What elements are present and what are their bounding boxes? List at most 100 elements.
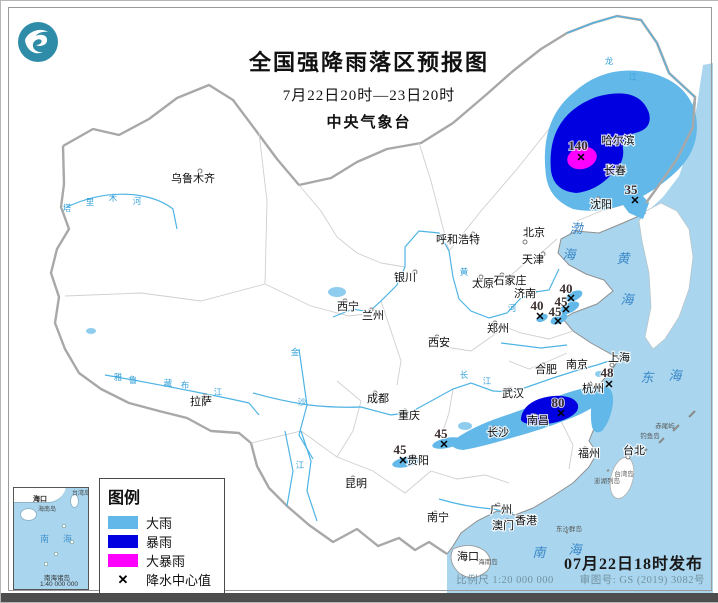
rain-center-x-mark: ✕: [630, 195, 639, 207]
city-label: 郑州: [487, 321, 509, 335]
rain-area-severe-storm: [567, 146, 597, 170]
river-label: 河: [133, 196, 142, 206]
legend-title: 图例: [108, 490, 141, 507]
city-label: 福州: [578, 446, 600, 460]
inset-taiwan-label: 台湾岛: [72, 491, 89, 497]
city-label: 合肥: [535, 362, 557, 376]
inset-haikou-label: 海口: [33, 496, 47, 503]
river-label: 鲁: [129, 375, 138, 385]
city-dot: [587, 381, 593, 387]
rain-center-value: 45: [394, 442, 408, 457]
inset-islands-label: 南海诸岛: [44, 575, 70, 582]
city-dot: [532, 413, 538, 419]
inset-island-dot: [54, 552, 58, 556]
city-dot: [342, 298, 348, 304]
valid-period: 7月22日20时—23日20时: [282, 88, 456, 104]
city-label: 西安: [428, 335, 450, 349]
approval-number: 审图号: GS (2019) 3082号: [579, 575, 705, 586]
rainstorm-swatch: [108, 535, 138, 548]
city-dot: [517, 514, 523, 520]
sea-label: 海: [668, 368, 683, 383]
city-dot: [499, 272, 505, 278]
rain-center-x-mark: ✕: [553, 316, 562, 328]
river-label: 里: [86, 197, 95, 207]
city-dot: [410, 453, 416, 459]
city-label: 哈尔滨: [602, 133, 635, 147]
city-label: 北京: [523, 225, 545, 239]
sea-label: 海: [568, 542, 583, 557]
country-border-south: [49, 145, 448, 555]
rain-center-value: 140: [568, 138, 588, 153]
city-dot: [582, 446, 588, 452]
city-dot: [495, 502, 501, 508]
city-label: 成都: [367, 392, 389, 405]
city-label: 广州: [490, 503, 512, 516]
river-label: 金: [291, 347, 300, 357]
city-label: 拉萨: [190, 394, 212, 408]
river-label: 布: [181, 380, 190, 390]
rain-center-value: 45: [555, 294, 569, 309]
release-time: 07月22日18时发布: [563, 556, 703, 573]
island-chain: [565, 410, 696, 534]
city-label: 香港: [515, 514, 537, 527]
city-dot: [368, 307, 374, 313]
city-dot: [197, 168, 203, 174]
rain-center-value: 45: [435, 426, 449, 441]
rain-center-values: 140✕35✕40✕45✕45✕40✕48✕80✕45✕45✕: [393, 137, 640, 467]
city-label: 长沙: [487, 426, 509, 439]
city-label: 海口: [457, 549, 479, 563]
legend-item-rainstorm: 暴雨: [108, 532, 216, 551]
river-label: 黄: [460, 267, 469, 277]
city-dot: [350, 475, 356, 481]
south-china-sea-inset-map: 海口 海南岛 台湾岛 南海 南海诸岛 1:40 000 000: [13, 487, 89, 590]
rain-center-x-mark: ✕: [556, 408, 565, 420]
island-label: 钓鱼岛: [640, 431, 660, 440]
city-dot: [372, 390, 378, 396]
title-block: 全国强降雨落区预报图 7月22日20时—23日20时 中央气象台: [214, 45, 524, 132]
city-dot: [434, 334, 440, 340]
sea-label: 海: [562, 247, 577, 262]
heilongjiang-river-over: [566, 15, 696, 98]
korea-landmass: [638, 202, 694, 350]
city-dot: [570, 358, 576, 364]
city-dot: [531, 289, 537, 295]
city-label: 天津: [522, 253, 544, 266]
city-label: 西宁: [337, 299, 359, 313]
island-label: 东沙群岛: [556, 524, 582, 533]
city-dot: [402, 408, 408, 414]
heavy-rain-swatch: [108, 516, 138, 529]
inset-island-dot: [70, 540, 74, 544]
river-label: 沙: [298, 397, 307, 407]
city-label: 贵阳: [407, 454, 429, 467]
inset-taiwan-island: [70, 494, 79, 508]
lakes: [86, 287, 603, 430]
island-label: 台湾岛: [614, 469, 634, 478]
city-label: 银川: [394, 270, 416, 284]
rain-center-value: 80: [552, 395, 565, 410]
sea-label: 东: [640, 370, 655, 385]
city-dot: [609, 362, 615, 368]
legend-item-severe-rainstorm: 大暴雨: [108, 551, 216, 570]
page-title: 全国强降雨落区预报图: [248, 50, 489, 75]
city-dot: [606, 163, 612, 169]
sea-label: 南: [532, 545, 547, 560]
river-label: 长: [460, 370, 469, 380]
island-label: 澎湖列岛: [594, 476, 620, 485]
rain-center-value: 40: [560, 281, 573, 296]
agency-name: 中央气象台: [326, 114, 412, 131]
rain-center-value: 45: [549, 304, 563, 319]
severe-rainstorm-swatch: [108, 554, 138, 567]
river-label: 江: [214, 387, 223, 397]
city-dot: [492, 320, 498, 326]
city-label: 上海: [608, 350, 630, 364]
city-label: 台北: [623, 443, 645, 457]
city-dot: [540, 362, 546, 368]
inset-island-dot: [44, 562, 48, 566]
river-label: 江: [296, 460, 305, 470]
rain-center-x-mark: ✕: [576, 152, 585, 164]
city-dot: [432, 510, 438, 516]
river-label: 木: [109, 193, 118, 203]
city-label: 济南: [514, 286, 536, 300]
